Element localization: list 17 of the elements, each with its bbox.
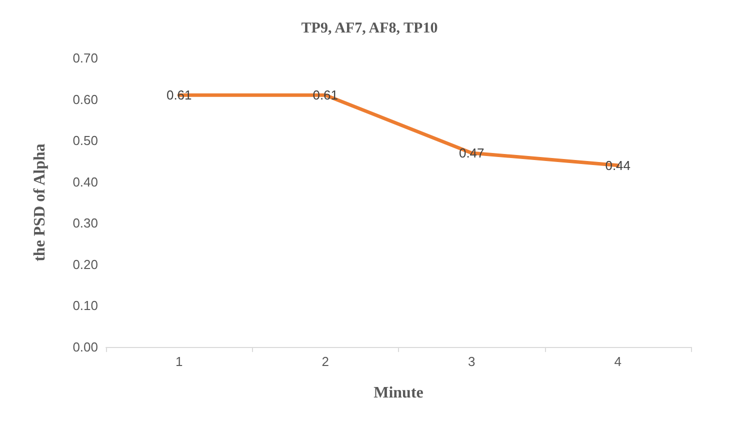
y-tick-label: 0.60	[72, 92, 98, 107]
x-tick-label: 3	[468, 354, 476, 369]
y-axis-title: the PSD of Alpha	[32, 144, 48, 262]
x-tick-label: 4	[614, 354, 622, 369]
x-tick-label: 1	[176, 354, 183, 369]
chart-title: TP9, AF7, AF8, TP10	[301, 20, 438, 36]
y-tick-label: 0.10	[72, 298, 98, 314]
x-axis-title: Minute	[374, 384, 424, 402]
y-tick-label: 0.50	[72, 133, 98, 148]
y-tick-label: 0.00	[72, 340, 98, 354]
y-tick-label: 0.30	[72, 216, 98, 231]
data-label: 0.44	[605, 158, 631, 173]
data-label: 0.61	[166, 88, 192, 103]
y-tick-label: 0.40	[72, 174, 98, 190]
x-tick-label: 2	[322, 354, 329, 369]
y-tick-label: 0.70	[72, 50, 98, 66]
y-tick-label: 0.20	[72, 256, 98, 272]
